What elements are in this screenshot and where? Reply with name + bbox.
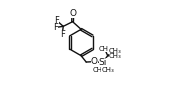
Text: O: O xyxy=(91,57,98,66)
Text: CH₃: CH₃ xyxy=(92,67,105,73)
Text: F: F xyxy=(53,23,58,32)
Text: F: F xyxy=(54,16,59,25)
Text: O: O xyxy=(69,9,76,18)
Text: CH₃: CH₃ xyxy=(109,53,122,59)
Text: CH₃: CH₃ xyxy=(101,67,114,73)
Text: F: F xyxy=(60,30,65,39)
Text: Si: Si xyxy=(99,58,107,67)
Text: CH₃: CH₃ xyxy=(108,48,121,54)
Text: CH₃: CH₃ xyxy=(99,46,112,52)
